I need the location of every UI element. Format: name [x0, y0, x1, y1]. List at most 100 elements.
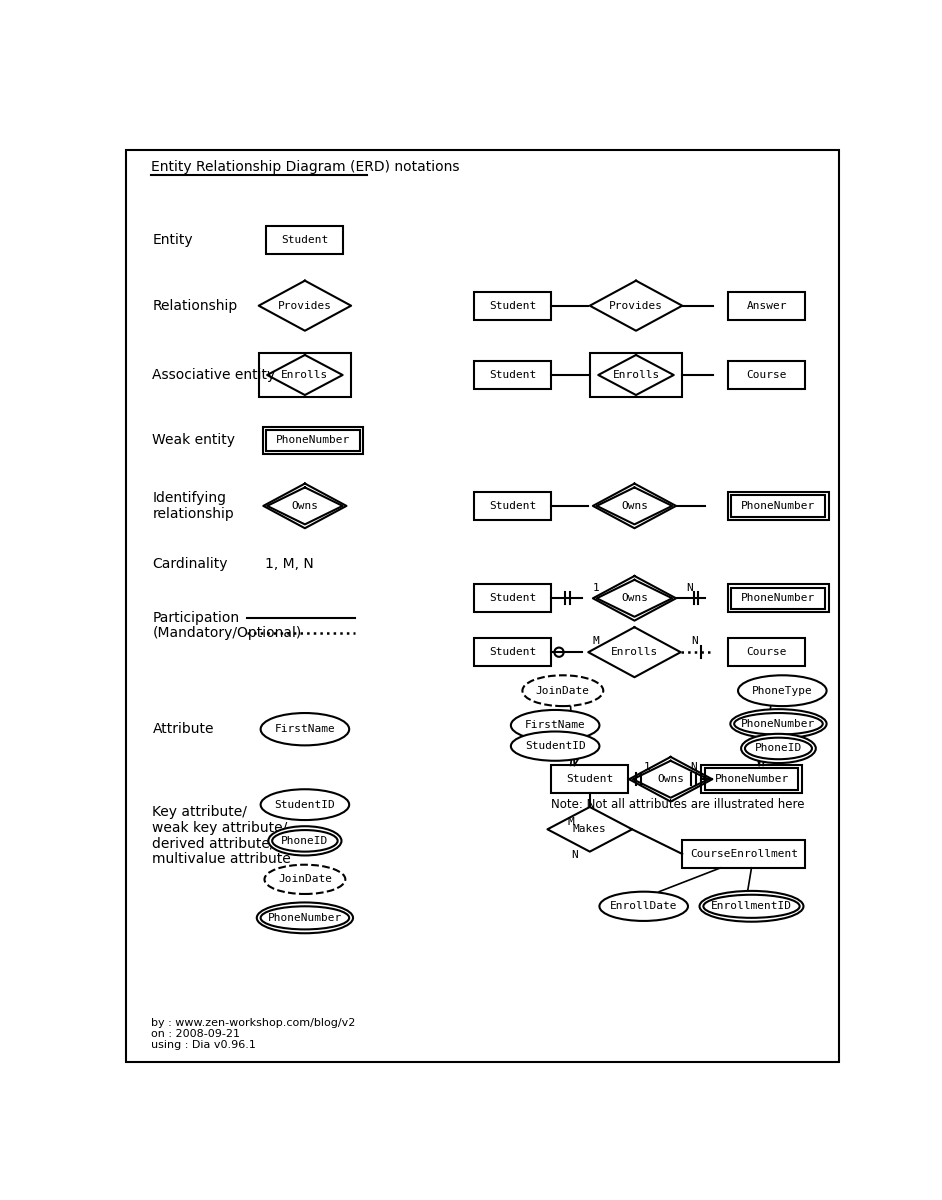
Text: M: M: [567, 816, 574, 827]
Text: Student: Student: [489, 647, 536, 658]
Text: N: N: [690, 762, 697, 772]
FancyBboxPatch shape: [259, 353, 351, 397]
Ellipse shape: [265, 865, 346, 894]
Text: Student: Student: [489, 370, 536, 380]
Text: Provides: Provides: [278, 301, 332, 311]
Text: relationship: relationship: [153, 506, 235, 521]
Text: Cardinality: Cardinality: [153, 557, 228, 571]
FancyBboxPatch shape: [728, 584, 829, 612]
Text: weak key attribute/: weak key attribute/: [153, 821, 287, 835]
Text: PhoneNumber: PhoneNumber: [714, 774, 788, 785]
FancyBboxPatch shape: [475, 638, 551, 666]
Text: PhoneNumber: PhoneNumber: [741, 500, 816, 511]
Text: Student: Student: [282, 235, 329, 245]
Text: Enrolls: Enrolls: [610, 647, 658, 658]
Text: PhoneNumber: PhoneNumber: [741, 593, 816, 604]
Text: Student: Student: [489, 500, 536, 511]
Text: Student: Student: [489, 593, 536, 604]
FancyBboxPatch shape: [475, 584, 551, 612]
FancyBboxPatch shape: [475, 361, 551, 389]
FancyBboxPatch shape: [728, 638, 805, 666]
FancyBboxPatch shape: [551, 766, 628, 793]
FancyBboxPatch shape: [732, 496, 825, 517]
Text: PhoneNumber: PhoneNumber: [268, 913, 342, 923]
Text: by : www.zen-workshop.com/blog/v2: by : www.zen-workshop.com/blog/v2: [151, 1019, 355, 1028]
Text: Weak entity: Weak entity: [153, 433, 236, 448]
Ellipse shape: [730, 709, 826, 738]
Text: Entity Relationship Diagram (ERD) notations: Entity Relationship Diagram (ERD) notati…: [151, 160, 460, 174]
Text: Participation: Participation: [153, 611, 239, 624]
Text: Enrolls: Enrolls: [282, 370, 329, 380]
Text: PhoneType: PhoneType: [752, 685, 813, 696]
Text: N: N: [571, 851, 577, 860]
FancyBboxPatch shape: [728, 492, 829, 520]
Text: Key attribute/: Key attribute/: [153, 805, 248, 820]
FancyBboxPatch shape: [705, 768, 799, 790]
Text: Entity: Entity: [153, 233, 193, 247]
Text: Associative entity: Associative entity: [153, 368, 276, 382]
Text: Owns: Owns: [621, 500, 648, 511]
Text: (Mandatory/Optional): (Mandatory/Optional): [153, 626, 301, 640]
Text: FirstName: FirstName: [274, 725, 335, 734]
Text: PhoneID: PhoneID: [282, 836, 329, 846]
Text: PhoneNumber: PhoneNumber: [275, 436, 349, 445]
FancyBboxPatch shape: [728, 292, 805, 319]
Ellipse shape: [700, 890, 804, 922]
Text: using : Dia v0.96.1: using : Dia v0.96.1: [151, 1040, 256, 1050]
Ellipse shape: [511, 710, 599, 740]
Ellipse shape: [511, 732, 599, 761]
Text: Attribute: Attribute: [153, 722, 214, 736]
FancyBboxPatch shape: [728, 361, 805, 389]
Text: Makes: Makes: [573, 824, 607, 834]
FancyBboxPatch shape: [475, 492, 551, 520]
Text: EnrollDate: EnrollDate: [610, 901, 677, 911]
Text: CourseEnrollment: CourseEnrollment: [690, 848, 798, 859]
Ellipse shape: [257, 902, 353, 934]
Text: derived attribute/: derived attribute/: [153, 836, 275, 850]
Text: 1: 1: [593, 582, 599, 593]
Ellipse shape: [704, 895, 800, 918]
FancyBboxPatch shape: [475, 292, 551, 319]
Ellipse shape: [261, 790, 349, 820]
FancyBboxPatch shape: [732, 588, 825, 610]
Text: JoinDate: JoinDate: [278, 875, 332, 884]
Text: Student: Student: [489, 301, 536, 311]
Ellipse shape: [261, 713, 349, 745]
Ellipse shape: [261, 906, 349, 929]
Ellipse shape: [268, 827, 342, 856]
FancyBboxPatch shape: [702, 766, 802, 793]
Text: EnrollmentID: EnrollmentID: [711, 901, 792, 911]
Text: Enrolls: Enrolls: [612, 370, 659, 380]
FancyBboxPatch shape: [263, 426, 363, 455]
FancyBboxPatch shape: [682, 840, 805, 868]
Text: Student: Student: [566, 774, 613, 785]
Text: FirstName: FirstName: [525, 720, 586, 731]
Text: N: N: [691, 636, 698, 647]
Text: StudentID: StudentID: [274, 799, 335, 810]
Text: N: N: [687, 582, 693, 593]
Text: PhoneNumber: PhoneNumber: [741, 719, 816, 728]
Text: Owns: Owns: [291, 500, 318, 511]
Ellipse shape: [523, 676, 603, 706]
Text: 1, M, N: 1, M, N: [265, 557, 314, 571]
Text: on : 2008-09-21: on : 2008-09-21: [151, 1030, 240, 1039]
Ellipse shape: [741, 734, 816, 763]
Text: 1: 1: [644, 762, 651, 772]
FancyBboxPatch shape: [267, 227, 344, 254]
Text: M: M: [593, 636, 599, 647]
Ellipse shape: [745, 738, 812, 760]
Ellipse shape: [734, 713, 822, 734]
Text: JoinDate: JoinDate: [536, 685, 590, 696]
Text: Note: Not all attributes are illustrated here: Note: Not all attributes are illustrated…: [551, 798, 804, 811]
FancyBboxPatch shape: [266, 430, 360, 451]
Text: Provides: Provides: [609, 301, 663, 311]
Text: Relationship: Relationship: [153, 299, 237, 313]
Text: PhoneID: PhoneID: [755, 744, 802, 754]
Text: StudentID: StudentID: [525, 742, 586, 751]
Ellipse shape: [599, 892, 688, 920]
Text: Owns: Owns: [621, 593, 648, 604]
Text: Identifying: Identifying: [153, 491, 226, 505]
Ellipse shape: [272, 830, 337, 852]
Text: Owns: Owns: [658, 774, 684, 785]
FancyBboxPatch shape: [590, 353, 682, 397]
